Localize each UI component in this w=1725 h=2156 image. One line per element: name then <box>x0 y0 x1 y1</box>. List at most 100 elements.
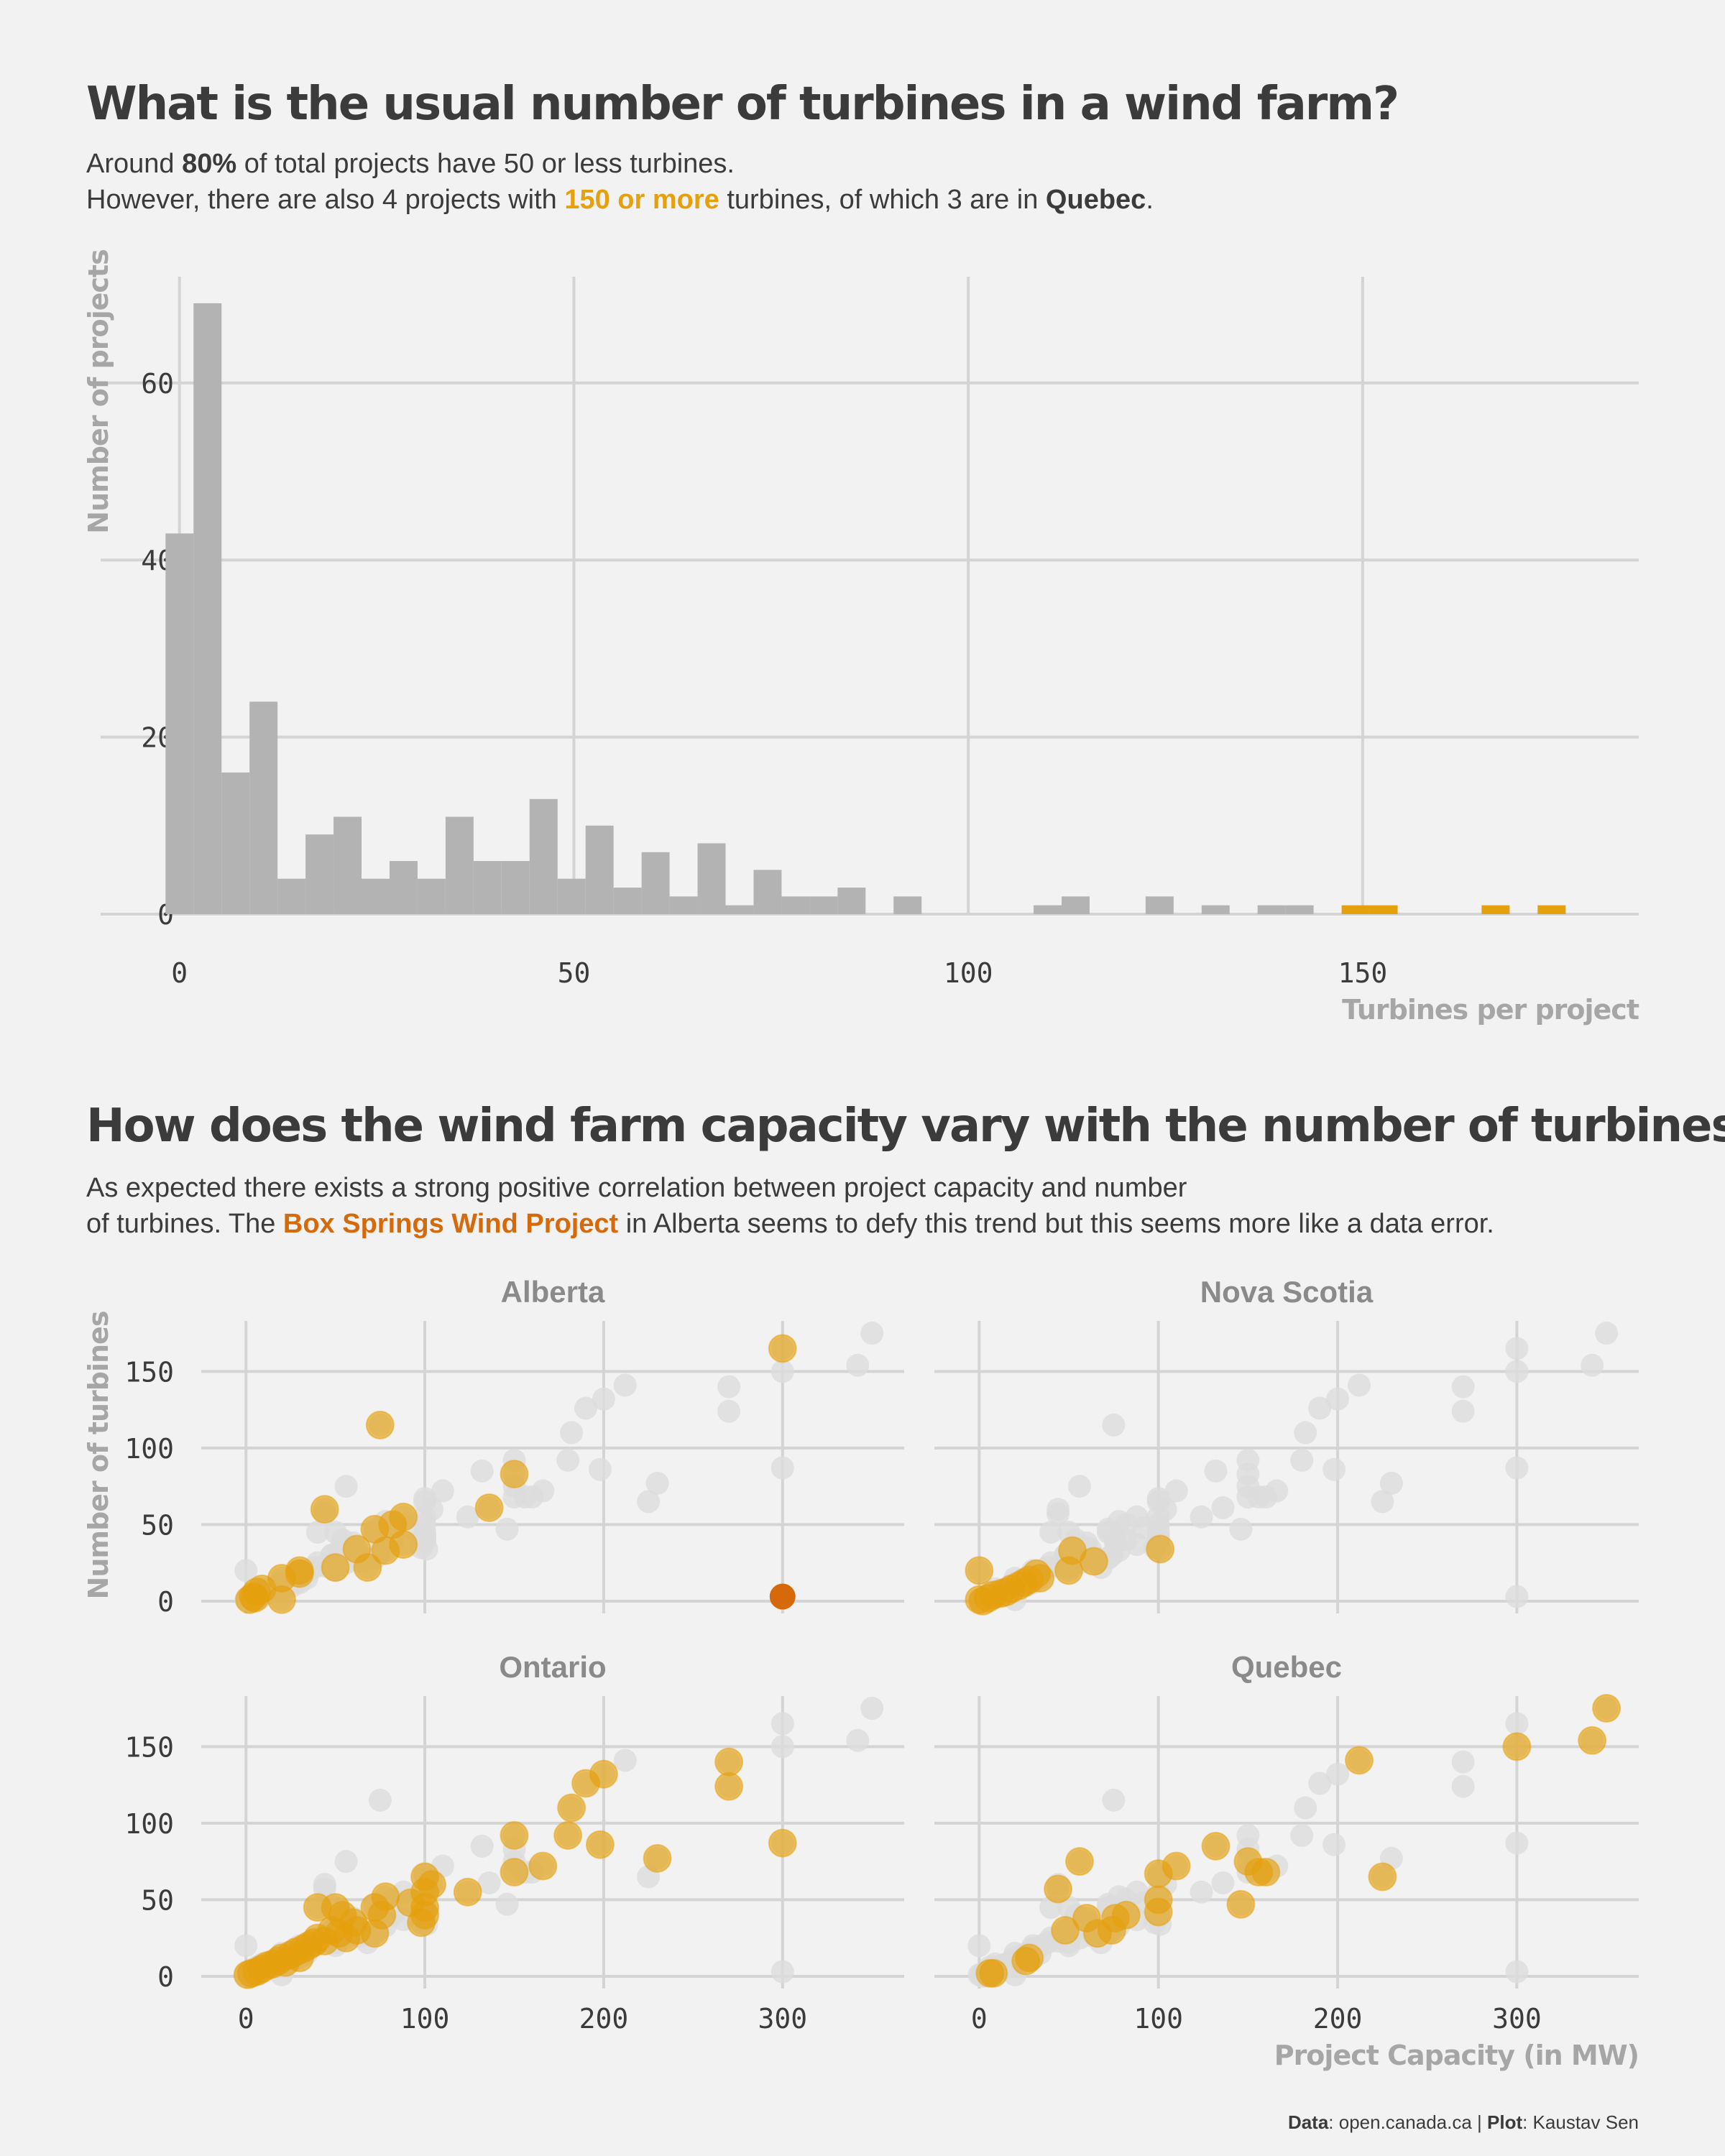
scatter-point-alberta <box>389 1530 418 1560</box>
histogram-x-tick-50: 50 <box>558 957 591 989</box>
scatter-background-point <box>1102 1788 1126 1812</box>
scatter-background-point <box>1039 1521 1063 1544</box>
scatter-background-point <box>1595 1322 1619 1345</box>
scatter-point-quebec <box>1144 1897 1173 1927</box>
histogram-bar <box>529 798 558 914</box>
histogram-bar <box>389 861 418 914</box>
scatter-point-quebec <box>1502 1732 1532 1761</box>
scatter-background-point <box>770 1735 794 1759</box>
histogram-bar <box>1369 905 1398 914</box>
scatter-background-point <box>1322 1457 1346 1481</box>
scatter-background-point <box>1326 1762 1350 1786</box>
scatter-background-point <box>334 1475 358 1498</box>
scatter-point-alberta <box>353 1553 382 1583</box>
scatter-quebec-x-tick-300: 300 <box>1492 2003 1542 2035</box>
scatter-background-point <box>1067 1475 1091 1498</box>
histogram-bar <box>362 878 390 914</box>
facet-title-alberta: Alberta <box>501 1275 605 1309</box>
scatter-background-point <box>431 1479 454 1503</box>
scatter-background-point <box>1294 1796 1317 1820</box>
histogram-bar <box>613 888 642 914</box>
scatter-ontario-y-tick-100: 100 <box>124 1808 174 1840</box>
scatter-background-point <box>1164 1479 1188 1503</box>
scatter-point-alberta <box>267 1585 296 1614</box>
scatter-background-point <box>1505 1712 1529 1736</box>
scatter-background-point <box>456 1505 479 1529</box>
scatter-ontario-x-tick-0: 0 <box>238 2003 254 2035</box>
scatter-point-quebec <box>1111 1900 1141 1930</box>
scatter-background-point <box>1347 1373 1371 1397</box>
scatter-background-point <box>613 1373 637 1397</box>
scatter-background-point <box>1290 1823 1314 1847</box>
scatter-point-quebec <box>1368 1862 1397 1892</box>
scatter-point-ontario <box>585 1830 615 1859</box>
scatter-background-point <box>1451 1750 1475 1774</box>
scatter-background-point <box>967 1934 991 1958</box>
scatter-background-point <box>1211 1871 1235 1894</box>
scatter-point-ontario <box>371 1882 400 1912</box>
scatter-point-ontario <box>528 1851 558 1881</box>
scatter-ontario-x-tick-300: 300 <box>758 2003 807 2035</box>
scatter-background-point <box>588 1457 612 1481</box>
scatter-background-point <box>717 1399 741 1423</box>
scatter-background-point <box>334 1850 358 1874</box>
scatter-background-point <box>560 1421 584 1445</box>
scatter-alberta-y-tick-50: 50 <box>141 1509 174 1541</box>
scatter-quebec-x-tick-0: 0 <box>971 2003 988 2035</box>
scatter-alberta-y-tick-0: 0 <box>157 1586 174 1618</box>
caption: Data: open.canada.ca | Plot: Kaustav Sen <box>1287 2111 1639 2133</box>
scatter-point-nova-scotia <box>965 1556 994 1585</box>
subtitle-1-line-2: However, there are also 4 projects with … <box>86 185 1154 215</box>
chart-subtitle-2: As expected there exists a strong positi… <box>86 1170 1494 1242</box>
scatter-point-ontario <box>714 1747 744 1777</box>
scatter-point-ontario <box>418 1870 447 1899</box>
histogram-bar <box>697 843 726 914</box>
histogram-bar <box>641 852 670 914</box>
scatter-point-ontario <box>500 1820 529 1850</box>
scatter-point-nova-scotia <box>1079 1547 1108 1576</box>
scatter-background-point <box>413 1487 437 1511</box>
scatter-ontario-x-tick-200: 200 <box>579 2003 629 2035</box>
scatter-point-quebec <box>1051 1916 1080 1945</box>
chart-title-1: What is the usual number of turbines in … <box>86 78 1399 131</box>
scatter-background-point <box>1102 1413 1126 1437</box>
histogram-bar <box>1257 905 1286 914</box>
scatter-background-point <box>1190 1880 1213 1904</box>
scatter-background-point <box>860 1697 884 1720</box>
scatter-background-point <box>1254 1485 1278 1509</box>
scatter-ontario-y-tick-50: 50 <box>141 1884 174 1916</box>
scatter-point-quebec <box>1162 1851 1191 1881</box>
scatter-background-point <box>860 1322 884 1345</box>
scatter-background-point <box>1229 1517 1253 1541</box>
histogram-bar <box>669 896 698 914</box>
facet-title-quebec: Quebec <box>1231 1650 1342 1684</box>
subtitle-1-line-1: Around 80% of total projects have 50 or … <box>86 149 735 179</box>
scatter-background-point <box>592 1387 615 1411</box>
scatter-point-ontario <box>768 1828 797 1858</box>
facet-title-nova-scotia: Nova Scotia <box>1200 1275 1374 1309</box>
scatter-background-point <box>1294 1421 1317 1445</box>
scatter-background-point <box>1107 1510 1131 1534</box>
scatter-background-point <box>1505 1456 1529 1480</box>
histogram-bar <box>473 861 502 914</box>
histogram-bar <box>501 861 530 914</box>
scatter-outlier-point <box>769 1583 796 1610</box>
histogram-bar <box>1341 905 1370 914</box>
scatter-point-alberta <box>310 1495 339 1524</box>
scatter-alberta-y-tick-150: 150 <box>124 1356 174 1388</box>
scatter-background-point <box>717 1375 741 1399</box>
scatter-background-point <box>1326 1387 1350 1411</box>
scatter-point-quebec <box>1251 1858 1281 1887</box>
histogram-bar <box>1481 905 1510 914</box>
scatter-background-point <box>1211 1496 1235 1519</box>
scatter-x-axis-title: Project Capacity (in MW) <box>1274 2040 1639 2071</box>
scatter-point-nova-scotia <box>1026 1563 1055 1593</box>
histogram-bar <box>445 816 474 914</box>
histogram-bar <box>193 303 222 914</box>
scatter-point-ontario <box>589 1759 618 1789</box>
histogram-bar <box>221 772 250 914</box>
scatter-point-quebec <box>1015 1943 1044 1973</box>
scatter-background-point <box>1236 1448 1260 1472</box>
scatter-background-point <box>770 1712 794 1736</box>
histogram-bar <box>165 533 194 914</box>
